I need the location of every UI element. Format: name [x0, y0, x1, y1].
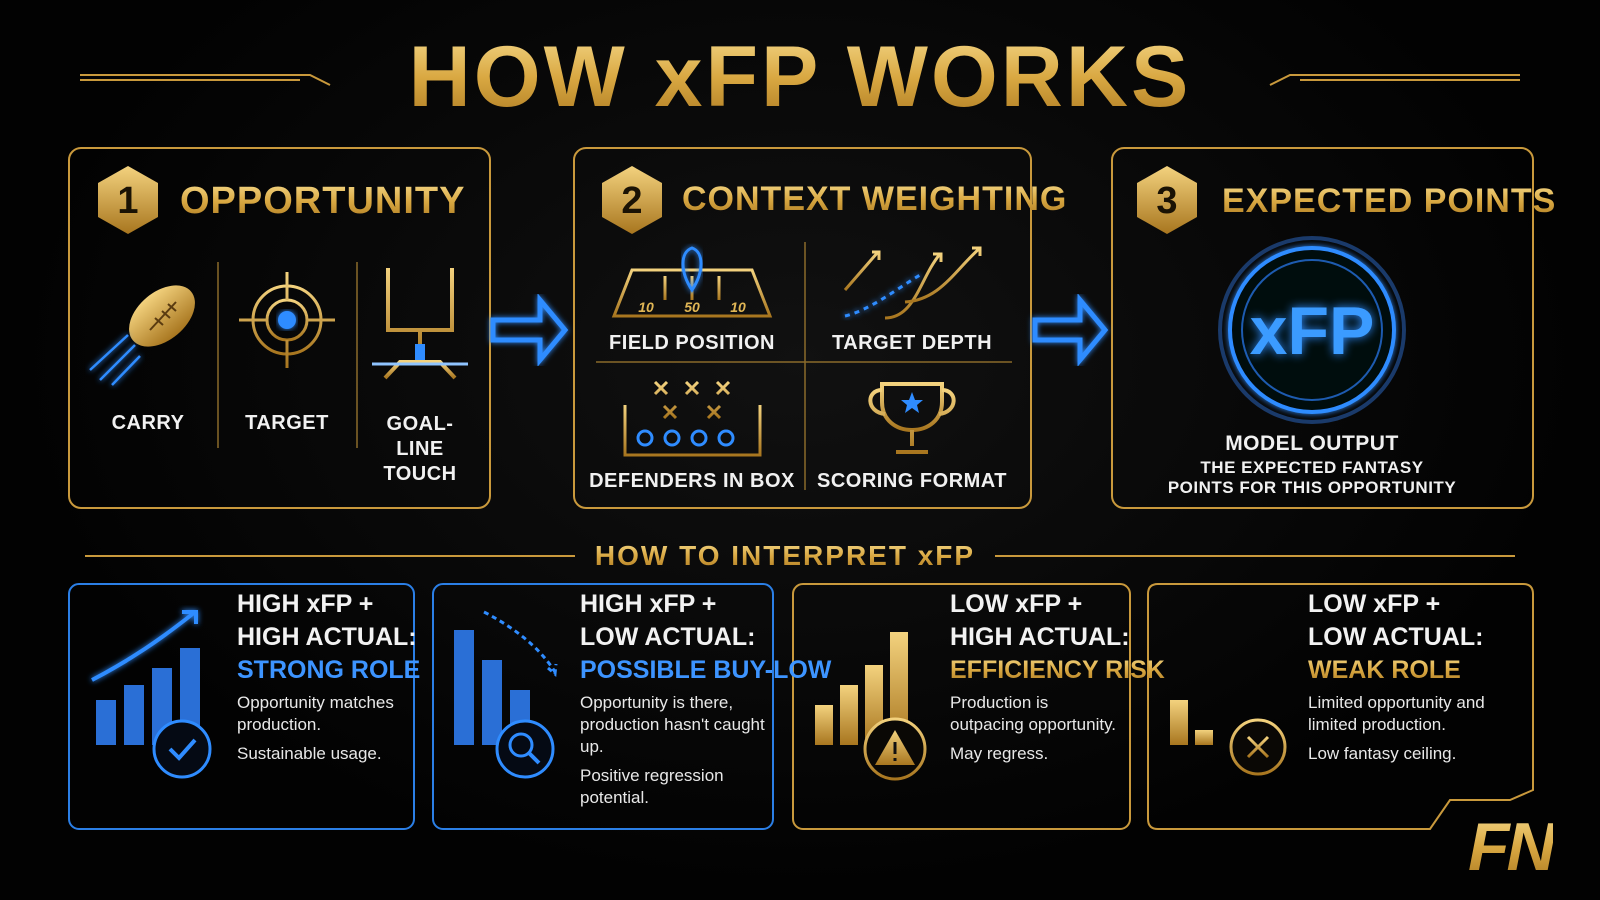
card-body: Limited opportunity and limited producti…	[1308, 692, 1508, 772]
card-body: Production is outpacing opportunity. May …	[950, 692, 1125, 772]
card-heading: LOW xFP +	[1308, 590, 1441, 618]
card-line: Opportunity is there, production hasn't …	[580, 693, 765, 756]
card-heading: LOW ACTUAL:	[580, 623, 756, 651]
card-heading: HIGH xFP +	[580, 590, 717, 618]
card-heading: LOW ACTUAL:	[1308, 623, 1484, 651]
card-line: Positive regression potential.	[580, 766, 724, 807]
field-label: 50	[684, 299, 700, 315]
logo: FN	[1468, 809, 1556, 885]
card-line: Production is outpacing opportunity.	[950, 693, 1117, 734]
step-title: EXPECTED POINTS	[1222, 182, 1557, 220]
card-line: May regress.	[950, 744, 1049, 763]
card-verdict: EFFICIENCY RISK	[950, 656, 1165, 684]
card-line: Low fantasy ceiling.	[1308, 744, 1457, 763]
card-heading: HIGH ACTUAL:	[950, 623, 1130, 651]
item-label: TARGET DEPTH	[831, 332, 993, 354]
item-label: FIELD POSITION	[609, 332, 775, 354]
step-title: OPPORTUNITY	[180, 180, 466, 222]
card-verdict: STRONG ROLE	[237, 656, 421, 684]
card-body: Opportunity is there, production hasn't …	[580, 692, 770, 816]
item-label: GOAL-LINE TOUCH	[383, 413, 457, 485]
item-label: DEFENDERS IN BOX	[589, 470, 795, 492]
field-label: 10	[638, 299, 654, 315]
step-number: 1	[117, 180, 139, 222]
card-line: Limited opportunity and limited producti…	[1308, 693, 1485, 734]
card-line: Sustainable usage.	[237, 744, 382, 763]
xfp-badge: xFP	[1249, 293, 1375, 369]
step-number: 3	[1156, 180, 1178, 222]
item-label: SCORING FORMAT	[817, 470, 1007, 492]
step-number: 2	[621, 180, 643, 222]
card-heading: HIGH xFP +	[237, 590, 374, 618]
title: HOW xFP WORKS	[408, 29, 1192, 125]
card-heading: LOW xFP +	[950, 590, 1083, 618]
item-label: TARGET	[245, 412, 329, 434]
output-label: MODEL OUTPUT	[1225, 432, 1399, 455]
step-title: CONTEXT WEIGHTING	[682, 180, 1068, 218]
output-description: THE EXPECTED FANTASY POINTS FOR THIS OPP…	[1167, 458, 1457, 497]
card-verdict: WEAK ROLE	[1308, 656, 1461, 684]
card-line: Opportunity matches production.	[237, 693, 394, 734]
section-title: HOW TO INTERPRET xFP	[594, 540, 976, 571]
field-label: 10	[730, 299, 746, 315]
item-label: CARRY	[111, 412, 185, 434]
card-verdict: POSSIBLE BUY-LOW	[580, 656, 832, 684]
card-heading: HIGH ACTUAL:	[237, 623, 417, 651]
card-body: Opportunity matches production. Sustainab…	[237, 692, 402, 772]
